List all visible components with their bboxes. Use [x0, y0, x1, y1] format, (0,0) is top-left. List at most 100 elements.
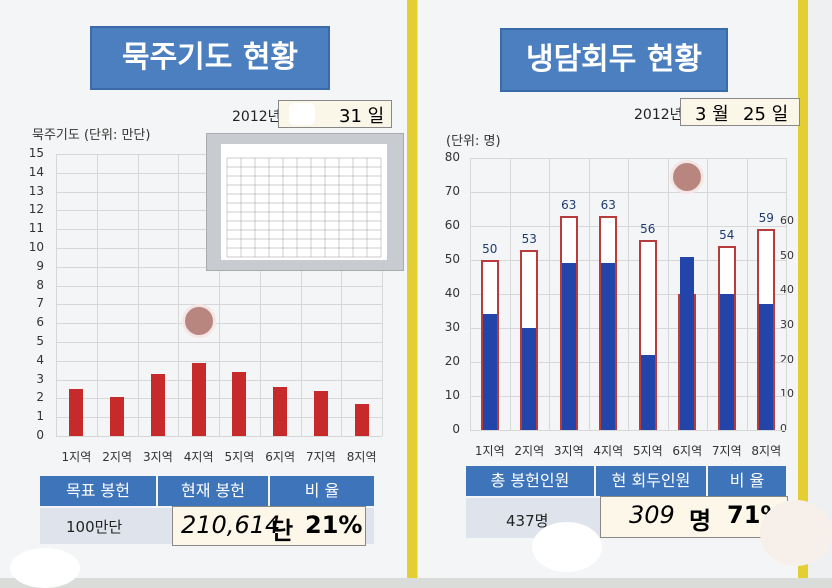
left-current-unit: 단	[271, 517, 294, 545]
right-header-ratio: 비 율	[708, 466, 786, 496]
y2-tick-label: 10	[780, 387, 794, 401]
x-tick-label: 3지역	[553, 444, 584, 458]
board-edge	[808, 0, 832, 578]
x-tick-label: 2지역	[102, 450, 132, 464]
y-tick-label: 80	[444, 150, 460, 164]
bar	[313, 390, 328, 436]
y2-tick-label: 60	[780, 214, 794, 227]
bar-returned	[601, 263, 616, 430]
grid-line-v	[588, 158, 590, 430]
y-tick-label: 50	[444, 252, 460, 266]
bar-value-label: 63	[561, 197, 577, 212]
left-goal-value: 100만단	[66, 518, 123, 536]
heart-sticker-right	[670, 160, 704, 194]
y-tick-label: 8	[36, 277, 44, 292]
left-header-current: 현재 봉헌	[158, 476, 268, 506]
bar-returned	[640, 355, 655, 430]
y-tick-label: 20	[444, 354, 460, 368]
x-tick-label: 1지역	[474, 444, 505, 458]
left-current-value: 210,614	[181, 511, 281, 539]
heart-sticker-left	[182, 304, 216, 338]
left-ratio-value: 21%	[305, 511, 363, 539]
grid-line-v	[786, 158, 787, 430]
y-tick-label: 6	[36, 315, 44, 330]
bar	[110, 396, 125, 436]
y-tick-label: 3	[36, 371, 44, 386]
y2-tick-label: 20	[780, 352, 794, 366]
x-tick-label: 6지역	[265, 450, 295, 464]
grid-line-v	[300, 154, 302, 436]
right-current-value: 309	[629, 501, 675, 529]
x-tick-label: 3지역	[143, 450, 173, 464]
grid-line-v	[56, 154, 57, 436]
bar-returned	[680, 256, 695, 430]
x-tick-label: 4지역	[183, 450, 214, 464]
bar-returned	[759, 304, 774, 430]
bar	[191, 362, 206, 436]
bar-value-label: 56	[640, 221, 656, 236]
x-tick-label: 7지역	[711, 444, 742, 458]
x-tick-label: 8지역	[346, 450, 377, 464]
right-title: 냉담회두 현황	[500, 28, 728, 92]
y-tick-label: 14	[28, 164, 44, 179]
right-current-unit: 명	[689, 507, 712, 535]
bar-returned	[482, 314, 497, 430]
grid-line-v	[259, 154, 261, 436]
grid-line-v	[470, 158, 471, 430]
yellow-divider	[407, 0, 417, 578]
sheep-decoration-right	[760, 500, 832, 566]
sheep-decoration-middle	[532, 522, 602, 572]
attached-table-sheet	[221, 144, 387, 260]
sheep-decoration-left	[10, 548, 80, 588]
y-tick-label: 0	[452, 422, 460, 436]
left-header-goal: 목표 봉헌	[40, 476, 156, 506]
bar	[232, 372, 247, 436]
right-header-total: 총 봉헌인원	[466, 466, 594, 496]
bar-value-label: 54	[719, 228, 735, 243]
grid-line-v	[382, 154, 383, 436]
right-date-prefix: 2012년	[634, 107, 683, 123]
bar-value-label: 53	[521, 231, 537, 246]
y-tick-label: 13	[28, 183, 44, 198]
y-tick-label: 5	[36, 334, 44, 348]
bar-returned	[719, 294, 734, 430]
grid-line-v	[178, 154, 180, 436]
right-date-day: 25 일	[743, 104, 789, 125]
x-tick-label: 8지역	[751, 444, 782, 458]
grid-line-v	[549, 158, 550, 430]
bar-returned	[522, 328, 537, 430]
x-tick-label: 4지역	[593, 444, 624, 458]
y-tick-label: 11	[28, 221, 44, 236]
y-tick-label: 30	[444, 320, 460, 334]
y-tick-label: 9	[36, 258, 44, 273]
right-total-value: 437명	[506, 512, 549, 530]
bar	[354, 404, 369, 436]
left-date-day: 31 일	[339, 106, 385, 127]
x-tick-label: 1지역	[61, 450, 92, 464]
bar-value-label: 59	[758, 211, 774, 226]
y-tick-label: 70	[444, 184, 460, 198]
y-tick-label: 15	[28, 146, 44, 160]
right-date-month: 3 월	[695, 104, 729, 125]
attached-table-photo	[206, 133, 404, 271]
bar	[69, 389, 84, 436]
y-tick-label: 12	[28, 202, 44, 217]
y-tick-label: 0	[36, 428, 44, 442]
bar	[273, 387, 288, 436]
grid-line-v	[341, 154, 343, 436]
grid-line-h	[56, 436, 382, 437]
grid-line-v	[137, 154, 139, 436]
y2-tick-label: 40	[780, 283, 794, 297]
y2-tick-label: 0	[780, 422, 787, 435]
x-tick-label: 2지역	[514, 444, 545, 458]
left-date-box: 31 일	[278, 100, 392, 128]
y-tick-label: 1	[36, 409, 44, 424]
bar-value-label: 50	[482, 242, 498, 256]
y-tick-label: 60	[444, 218, 460, 232]
y-tick-label: 40	[444, 286, 460, 300]
bar-value-label: 63	[600, 197, 616, 212]
y-tick-label: 10	[444, 388, 460, 402]
grid-line-v	[96, 154, 98, 436]
glare	[289, 103, 315, 125]
x-tick-label: 7지역	[306, 450, 336, 464]
